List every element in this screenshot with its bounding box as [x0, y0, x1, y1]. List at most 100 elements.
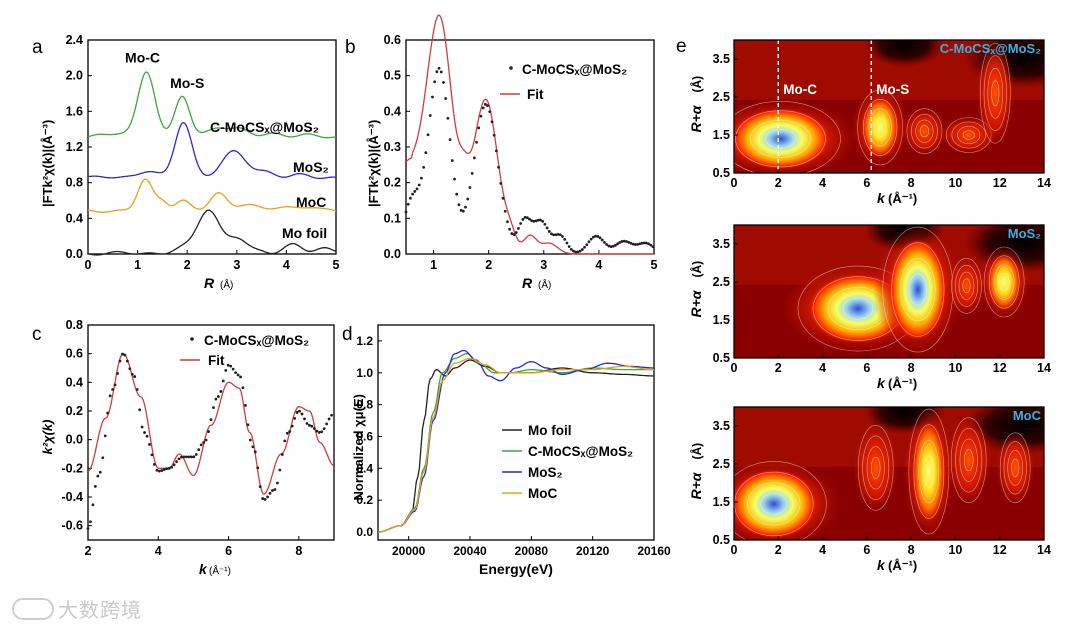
panel-e-map-2-frame [733, 406, 1045, 541]
panel-e-map-contour [734, 461, 827, 540]
panel-e-map-contour [765, 129, 796, 149]
panel-b-data-point [607, 244, 611, 248]
panel-c-data-point [322, 427, 326, 431]
panel-c-data-point [177, 457, 181, 461]
panel-b-ytick-label: 0.3 [384, 140, 401, 154]
panel-e-map-contour [962, 130, 975, 140]
panel-a-ytick-label: 0.0 [66, 247, 83, 261]
panel-b-data-point [532, 219, 536, 223]
panel-c-data-point [155, 468, 159, 472]
panel-c-data-point [133, 375, 137, 378]
panel-e-map-contour [919, 125, 930, 138]
panel-c-data-point [271, 489, 274, 492]
panel-c-data-point [276, 481, 279, 485]
panel-c-data-point [194, 453, 198, 456]
panel-b-data-point [525, 216, 529, 220]
panel-b-data-point [468, 186, 472, 189]
panel-b-data-point [609, 245, 613, 249]
panel-e-ylabel: R+α [688, 471, 704, 499]
panel-e-map-0-frame [733, 39, 1045, 174]
panel-c-data-point [108, 394, 112, 398]
panel-b-data-point [521, 218, 525, 221]
panel-b-data-point [450, 159, 454, 162]
panel-c-data-point [293, 417, 297, 420]
panel-c-data-point [300, 412, 304, 416]
panel-c-data-point [261, 497, 265, 500]
panel-e-map-contour [866, 446, 885, 490]
panel-b-data-point [512, 233, 516, 236]
panel-c-data-point [280, 453, 284, 456]
panel-b-data-point [461, 209, 465, 213]
panel-b-fit-line [405, 14, 654, 255]
panel-c-data-point [317, 431, 321, 434]
panel-c-data-point [189, 455, 193, 459]
panel-e-map-contour [911, 114, 938, 149]
panel-c-data-point [157, 469, 161, 473]
panel-e-map-contour [871, 456, 881, 479]
panel-c-data-point [202, 441, 206, 444]
panel-c-data-point [103, 434, 107, 438]
panel-c-data-point [113, 383, 117, 387]
panel-b-data-point [585, 243, 589, 247]
panel-d-frame [377, 324, 655, 541]
panel-c-data-point [180, 455, 183, 459]
panel-c-data-point [273, 488, 277, 491]
panel-a-series-3-line [87, 209, 337, 256]
panel-c-data-point [199, 443, 203, 447]
panel-e-map-0-plot [734, 40, 1044, 173]
panel-c-data-point [160, 469, 164, 472]
panel-b-data-point [499, 182, 503, 185]
panel-e-map-contour [923, 455, 935, 488]
panel-c-ytick-label: -0.4 [61, 490, 83, 504]
panel-b-data-point [494, 149, 498, 153]
panel-e-map-contour [747, 482, 801, 526]
panel-e-xtick-label: 10 [948, 361, 962, 375]
panel-e-map-contour [987, 67, 1004, 119]
panel-b-data-point [514, 231, 518, 234]
panel-c-ytick-label: -0.6 [61, 519, 83, 533]
panel-e-xtick-label: 0 [731, 361, 738, 375]
panel-c-data-point [231, 367, 235, 371]
panel-c-data-point [148, 443, 151, 446]
panel-c-ytick-label: 0.8 [66, 318, 83, 332]
panel-c-data-point [86, 527, 90, 530]
panel-c-legend-label: Fit [208, 353, 225, 368]
panel-a-ytick-label: 1.2 [66, 140, 83, 154]
panel-c-xunit: (Å⁻¹) [209, 564, 231, 577]
panel-e-map-contour [951, 257, 982, 314]
panel-c-data-point [130, 372, 134, 376]
panel-c-data-point [266, 495, 269, 499]
panel-a-ytick-label: 0.8 [66, 176, 83, 190]
panel-c-data-point [207, 430, 210, 433]
panel-b-data-point [558, 233, 562, 237]
panel-c-legend-label: C-MoCSₓ@MoS₂ [204, 333, 309, 348]
panel-b-data-point [539, 218, 542, 222]
panel-b-data-point [413, 190, 417, 193]
panel-b-data-point [523, 216, 527, 219]
panel-b-data-point [455, 192, 459, 196]
panel-c-data-point [295, 411, 299, 414]
panel-a-ytick-label: 2.0 [66, 69, 83, 83]
panel-d-legend-label: C-MoCSₓ@MoS₂ [528, 444, 633, 459]
panel-b-data-point [591, 235, 595, 239]
panel-c-data-point [216, 395, 220, 398]
panel-e-ytick-label: 2.5 [713, 90, 730, 104]
panel-b-data-point [424, 151, 428, 155]
panel-b-data-point [492, 133, 496, 137]
panel-b-data-point [631, 242, 635, 246]
panel-b-data-point [437, 66, 441, 70]
panel-e-map-title: MoC [1013, 408, 1042, 423]
panel-b-data-point [470, 171, 474, 175]
panel-d-ytick-label: 0.6 [356, 429, 373, 443]
panel-b-data-point [589, 237, 593, 241]
panel-b-data-point [503, 209, 507, 213]
panel-b-data-point [417, 183, 421, 187]
panel-e-map-2-plot [734, 407, 1044, 540]
panel-b-data-point [567, 245, 571, 248]
panel-b-data-point [545, 226, 549, 230]
panel-e-yunit: (Å) [689, 443, 704, 460]
panel-c-data-point [312, 427, 316, 430]
panel-e-map-contour [962, 278, 971, 293]
panel-b-data-point [488, 110, 492, 113]
